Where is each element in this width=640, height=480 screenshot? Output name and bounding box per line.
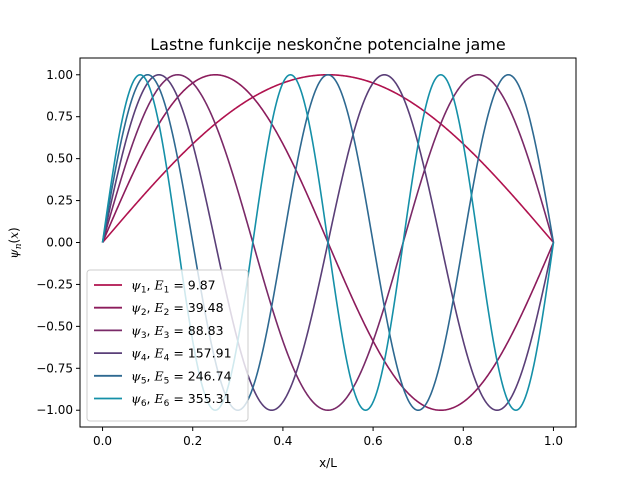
- y-tick-label: −0.50: [36, 319, 73, 333]
- legend-box: [86, 269, 249, 422]
- x-tick-label: 0.0: [93, 434, 112, 448]
- legend: ψ1, E1 = 9.87 ψ2, E2 = 39.48 ψ3, E3 = 88.8…: [86, 269, 249, 422]
- y-tick-label: −0.75: [36, 361, 73, 375]
- y-tick-label: 1.00: [46, 68, 73, 82]
- series-layer: [101, 73, 555, 412]
- x-tick-label: 0.4: [273, 434, 292, 448]
- x-tick-label: 1.0: [544, 434, 563, 448]
- y-tick-label: −0.25: [36, 277, 73, 291]
- y-ticks: −1.00 −0.75 −0.50 −0.25 0.00 0.25 0.50 0.75 1.00: [36, 68, 80, 417]
- legend-label-psi-1: ψ1, E1 = 9.87: [131, 278, 216, 296]
- legend-label-psi-3: ψ3, E3 = 88.83: [131, 323, 224, 341]
- series-line-psi-6: [101, 73, 555, 412]
- legend-label-psi-5: ψ5, E5 = 246.74: [131, 368, 232, 386]
- x-tick-label: 0.6: [364, 434, 383, 448]
- x-tick-label: 0.8: [454, 434, 473, 448]
- y-tick-label: 0.25: [46, 194, 73, 208]
- x-tick-label: 0.2: [183, 434, 202, 448]
- y-tick-label: 0.00: [46, 236, 73, 250]
- y-axis-label: ψn(x): [7, 227, 24, 258]
- series-line-psi-5: [101, 73, 555, 412]
- legend-label-psi-6: ψ6, E6 = 355.31: [131, 391, 232, 409]
- x-ticks: 0.0 0.2 0.4 0.6 0.8 1.0: [93, 427, 563, 448]
- series-line-psi-1: [101, 73, 555, 244]
- x-axis-label: x/L: [319, 456, 337, 470]
- legend-label-psi-4: ψ4, E4 = 157.91: [131, 346, 232, 364]
- series-line-psi-3: [101, 73, 555, 412]
- y-tick-label: 0.75: [46, 110, 73, 124]
- legend-label-psi-2: ψ2, E2 = 39.48: [131, 300, 224, 318]
- chart-title: Lastne funkcije neskončne potencialne ja…: [150, 35, 505, 54]
- y-tick-label: −1.00: [36, 403, 73, 417]
- y-tick-label: 0.50: [46, 152, 73, 166]
